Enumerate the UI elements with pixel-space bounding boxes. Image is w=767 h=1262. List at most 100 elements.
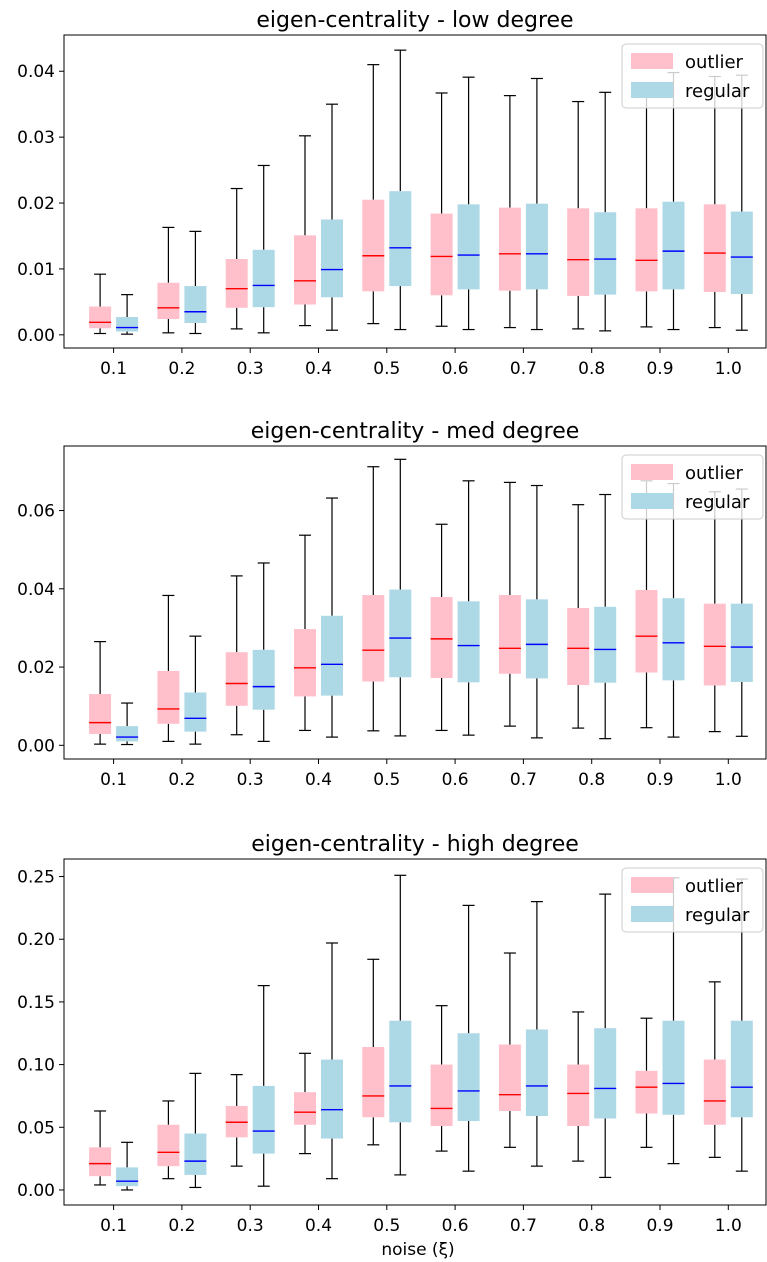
box-body: [730, 211, 753, 294]
x-tick-label: 0.5: [373, 359, 400, 379]
box-outlier-0.7: [498, 95, 521, 329]
legend: outlier regular: [621, 43, 764, 109]
x-tick-label: 0.1: [100, 770, 127, 790]
y-tick-label: 0.04: [17, 580, 55, 600]
box-regular-0.8: [594, 91, 617, 332]
x-tick-label: 1.0: [715, 359, 742, 379]
box-body: [252, 649, 275, 710]
box-body: [116, 726, 139, 742]
x-tick-label: 0.5: [373, 770, 400, 790]
box-regular-0.7: [525, 901, 548, 1167]
box-body: [730, 603, 753, 682]
box-body: [594, 1028, 617, 1119]
legend-label-regular: regular: [685, 905, 750, 926]
box-regular-0.5: [389, 874, 412, 1176]
y-tick-label: 0.00: [17, 736, 55, 756]
y-tick-label: 0.05: [17, 1118, 55, 1138]
box-outlier-0.1: [89, 273, 112, 335]
axes-frame: [63, 34, 767, 349]
box-regular-0.8: [594, 493, 617, 740]
box-outlier-0.4: [294, 534, 316, 732]
legend-swatch-outlier: [631, 53, 673, 69]
box-outlier-0.4: [294, 1052, 316, 1155]
chart-title: eigen-centrality - low degree: [256, 8, 573, 33]
x-tick-label: 0.8: [578, 359, 605, 379]
box-body: [321, 219, 343, 298]
subplot-low-degree: eigen-centrality - low degree 0.00 0.01 0.0…: [17, 8, 767, 379]
x-tick-label: 0.4: [305, 359, 332, 379]
box-body: [703, 1059, 726, 1125]
box-body: [457, 204, 480, 290]
y-tick-label: 0.02: [17, 194, 55, 214]
box-body: [457, 601, 480, 683]
box-regular-0.2: [184, 635, 207, 745]
box-regular-0.4: [321, 942, 343, 1180]
x-tick-label: 0.4: [305, 1216, 332, 1236]
box-body: [89, 694, 112, 734]
y-tick-label: 0.00: [17, 1181, 55, 1201]
box-regular-0.3: [252, 562, 275, 742]
x-tick-label: 0.3: [237, 770, 264, 790]
x-tick-label: 0.3: [237, 359, 264, 379]
axes-frame: [63, 858, 767, 1206]
box-body: [116, 317, 139, 332]
box-body: [321, 1059, 343, 1139]
chart-title: eigen-centrality - med degree: [251, 419, 580, 444]
box-regular-0.6: [457, 480, 480, 736]
box-body: [594, 212, 617, 295]
box-body: [362, 595, 385, 682]
box-body: [184, 692, 207, 732]
box-body: [635, 1070, 658, 1114]
y-tick-label: 0.10: [17, 1056, 55, 1076]
box-body: [498, 207, 521, 291]
x-tick-label: 0.2: [168, 1216, 195, 1236]
box-regular-0.4: [321, 103, 343, 331]
box-regular-0.3: [252, 985, 275, 1187]
box-body: [116, 1167, 139, 1187]
x-tick-label: 0.7: [510, 359, 537, 379]
x-tick-label: 0.3: [237, 1216, 264, 1236]
box-body: [457, 1033, 480, 1122]
box-regular-0.7: [525, 484, 548, 739]
box-regular-0.5: [389, 458, 412, 737]
box-outlier-0.9: [635, 1017, 658, 1148]
box-regular-0.1: [116, 702, 139, 746]
box-body: [389, 1020, 412, 1123]
box-body: [730, 1020, 753, 1118]
x-tick-label: 0.7: [510, 770, 537, 790]
box-body: [157, 1124, 180, 1167]
x-tick-label: 0.1: [100, 359, 127, 379]
box-body: [635, 208, 658, 292]
box-outlier-0.4: [294, 135, 316, 327]
y-tick-label: 0.01: [17, 260, 55, 280]
x-tick-label: 0.8: [578, 1216, 605, 1236]
x-tick-label: 0.2: [168, 770, 195, 790]
box-body: [567, 208, 590, 296]
box-body: [362, 1047, 385, 1118]
box-outlier-0.5: [362, 64, 385, 325]
axes-frame: [63, 445, 767, 760]
box-regular-1.0: [730, 878, 753, 1172]
legend: outlier regular: [621, 454, 764, 520]
y-tick-label: 0.03: [17, 128, 55, 148]
box-body: [294, 235, 316, 305]
x-tick-label: 0.6: [442, 1216, 469, 1236]
legend-label-outlier: outlier: [685, 876, 744, 897]
x-tick-label: 0.9: [646, 359, 673, 379]
legend-label-regular: regular: [685, 81, 750, 102]
box-outlier-0.2: [157, 226, 180, 334]
box-regular-0.6: [457, 76, 480, 331]
box-body: [662, 1020, 685, 1115]
legend-swatch-outlier: [631, 877, 673, 893]
box-outlier-0.6: [430, 523, 453, 732]
box-body: [184, 286, 207, 323]
x-tick-label: 1.0: [715, 770, 742, 790]
box-outlier-0.8: [567, 504, 590, 729]
box-body: [594, 606, 617, 683]
box-body: [703, 603, 726, 686]
chart-title: eigen-centrality - high degree: [251, 832, 579, 857]
y-tick-label: 0.00: [17, 326, 55, 346]
box-outlier-0.5: [362, 466, 385, 732]
y-tick-label: 0.20: [17, 930, 55, 950]
